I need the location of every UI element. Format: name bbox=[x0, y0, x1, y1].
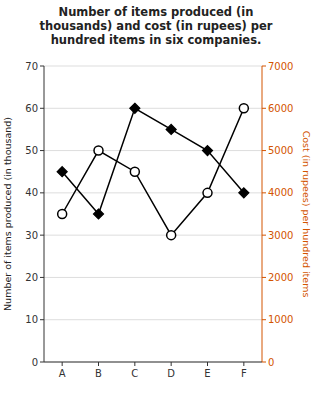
y-axis-label: Number of items produced (in thousand) bbox=[2, 117, 13, 311]
y-tick bbox=[40, 319, 44, 320]
y2-tick-label: 0 bbox=[268, 357, 274, 368]
y-tick-label: 40 bbox=[25, 187, 38, 198]
grid-line bbox=[44, 362, 262, 363]
y2-tick-label: 3000 bbox=[268, 230, 293, 241]
marker-diamond bbox=[94, 209, 104, 219]
chart: Number of items produced (inthousands) a… bbox=[0, 0, 312, 400]
y-tick-label: 70 bbox=[25, 61, 38, 72]
x-tick bbox=[62, 362, 63, 366]
line bbox=[62, 108, 244, 235]
y-tick-label: 30 bbox=[25, 230, 38, 241]
y-tick bbox=[40, 66, 44, 67]
x-axis bbox=[44, 362, 262, 363]
marker-open-circle bbox=[239, 104, 248, 113]
grid-line bbox=[44, 277, 262, 278]
y-tick-label: 60 bbox=[25, 103, 38, 114]
x-tick bbox=[171, 362, 172, 366]
y-tick-label: 50 bbox=[25, 145, 38, 156]
y-tick bbox=[40, 235, 44, 236]
grid-line bbox=[44, 192, 262, 193]
grid-line bbox=[44, 235, 262, 236]
y2-tick bbox=[262, 235, 266, 236]
y-tick-label: 20 bbox=[25, 272, 38, 283]
y2-tick bbox=[262, 192, 266, 193]
y2-tick-label: 1000 bbox=[268, 314, 293, 325]
y-tick bbox=[40, 277, 44, 278]
marker-open-circle bbox=[167, 231, 176, 240]
y2-axis bbox=[262, 66, 263, 362]
grid bbox=[44, 66, 262, 362]
marker-open-circle bbox=[203, 188, 212, 197]
grid-line bbox=[44, 150, 262, 151]
plot-area bbox=[57, 103, 249, 239]
y2-axis-label: Cost (in rupees) per hundred items bbox=[301, 131, 312, 298]
marker-diamond bbox=[239, 188, 249, 198]
y-axis bbox=[44, 66, 45, 362]
y2-tick-label: 5000 bbox=[268, 145, 293, 156]
y-tick bbox=[40, 108, 44, 109]
marker-diamond bbox=[57, 167, 67, 177]
title: Number of items produced (inthousands) a… bbox=[39, 5, 272, 47]
x-tick-label: E bbox=[204, 368, 210, 379]
marker-diamond bbox=[203, 146, 213, 156]
y2-tick bbox=[262, 319, 266, 320]
y2-tick bbox=[262, 66, 266, 67]
y-tick-label: 10 bbox=[25, 314, 38, 325]
y2-tick bbox=[262, 362, 266, 363]
title-line: thousands) and cost (in rupees) per bbox=[39, 19, 272, 33]
title-line: Number of items produced (in bbox=[59, 5, 254, 19]
x-tick bbox=[243, 362, 244, 366]
y-tick bbox=[40, 150, 44, 151]
grid-line bbox=[44, 319, 262, 320]
x-tick bbox=[98, 362, 99, 366]
y2-tick-label: 7000 bbox=[268, 61, 293, 72]
y2-tick-label: 2000 bbox=[268, 272, 293, 283]
x-tick-label: D bbox=[167, 368, 175, 379]
x-tick bbox=[207, 362, 208, 366]
marker-diamond bbox=[166, 124, 176, 134]
line bbox=[62, 108, 244, 214]
x-tick bbox=[134, 362, 135, 366]
x-tick-label: A bbox=[59, 368, 66, 379]
grid-line bbox=[44, 108, 262, 109]
grid-line bbox=[44, 66, 262, 67]
y2-tick bbox=[262, 277, 266, 278]
y2-tick-label: 6000 bbox=[268, 103, 293, 114]
marker-diamond bbox=[130, 103, 140, 113]
y-tick bbox=[40, 362, 44, 363]
y-tick bbox=[40, 192, 44, 193]
x-tick-label: F bbox=[241, 368, 247, 379]
x-tick-label: B bbox=[95, 368, 102, 379]
marker-open-circle bbox=[94, 146, 103, 155]
marker-open-circle bbox=[130, 167, 139, 176]
y-tick-label: 0 bbox=[32, 357, 38, 368]
title-line: hundred items in six companies. bbox=[51, 33, 262, 47]
y2-tick-label: 4000 bbox=[268, 187, 293, 198]
y2-tick bbox=[262, 108, 266, 109]
marker-open-circle bbox=[58, 210, 67, 219]
x-tick-label: C bbox=[131, 368, 138, 379]
y2-tick bbox=[262, 150, 266, 151]
